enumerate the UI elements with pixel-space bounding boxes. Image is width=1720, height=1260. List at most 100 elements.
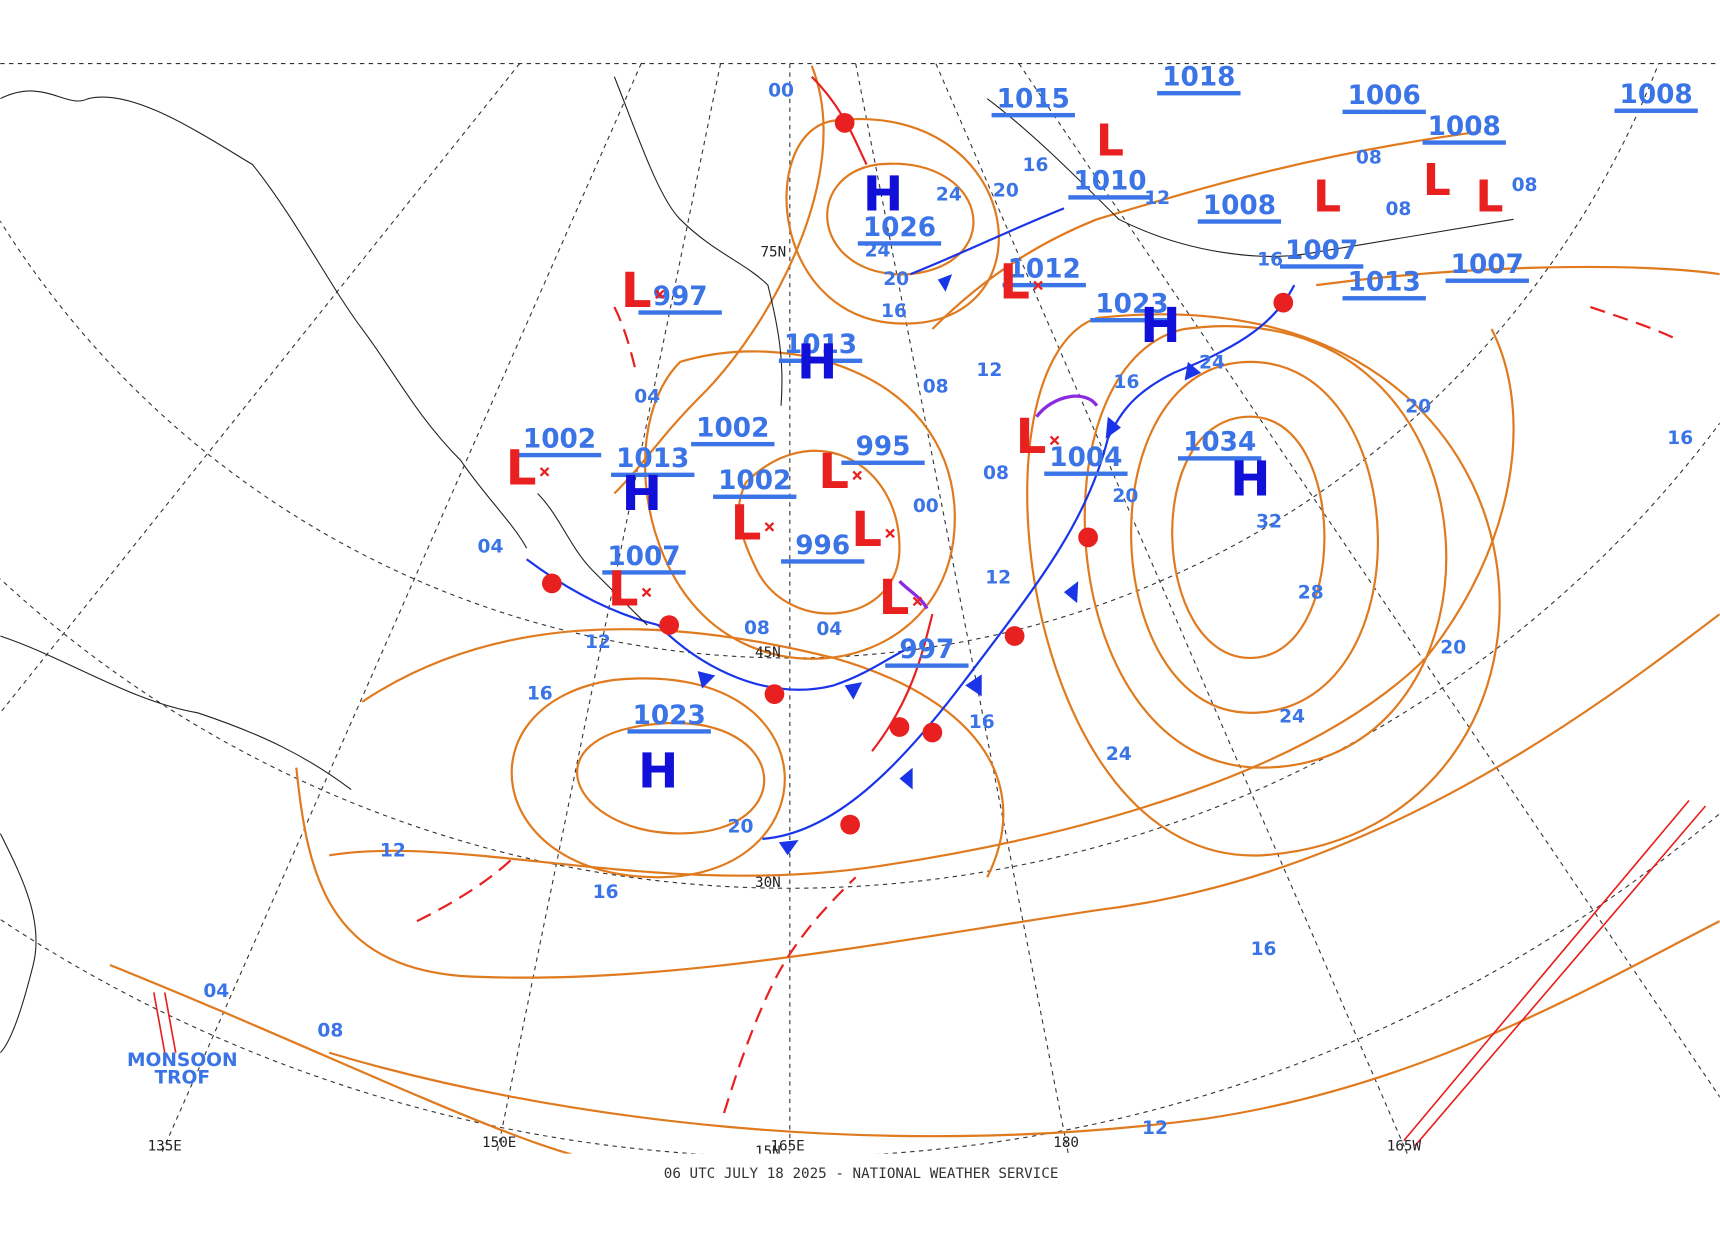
isobar-label: 08 bbox=[1512, 175, 1538, 196]
isobar-label: 24 bbox=[1279, 707, 1305, 728]
isobar-label: 04 bbox=[477, 537, 503, 558]
pressure-value: 1002 bbox=[696, 413, 769, 443]
isobar-label: 16 bbox=[969, 712, 995, 733]
pressure-value: 1023 bbox=[1095, 290, 1168, 320]
annotation: TROF bbox=[154, 1067, 210, 1088]
isobar-label: 04 bbox=[816, 619, 842, 640]
footer: 06 UTC JULY 18 2025 - NATIONAL WEATHER S… bbox=[664, 1166, 1059, 1182]
pressure-value: 1007 bbox=[1451, 250, 1524, 280]
isobars bbox=[109, 65, 1720, 1154]
grid-label: 180 bbox=[1053, 1135, 1079, 1151]
pressure-value: 1013 bbox=[616, 444, 689, 474]
value-underline bbox=[857, 241, 942, 246]
isobar-label: 12 bbox=[985, 567, 1011, 588]
value-underline bbox=[991, 112, 1075, 118]
value-underline bbox=[1178, 456, 1262, 461]
pressure-value: 1023 bbox=[633, 701, 706, 731]
high-center: H bbox=[1230, 452, 1270, 508]
isobar-label: 16 bbox=[1022, 155, 1048, 176]
low-center: L bbox=[1016, 409, 1047, 465]
isobar-label: 16 bbox=[1257, 249, 1283, 270]
isobar-label: 08 bbox=[317, 1020, 343, 1041]
pressure-value: 1006 bbox=[1348, 81, 1421, 111]
high-center: H bbox=[622, 466, 662, 522]
value-underline bbox=[1157, 91, 1241, 96]
grid-label: 15N bbox=[755, 1144, 781, 1160]
low-center: L bbox=[999, 254, 1030, 310]
meridian bbox=[0, 63, 521, 714]
isobar-label: 20 bbox=[993, 180, 1019, 201]
value-underline bbox=[1044, 471, 1128, 476]
value-underline bbox=[1422, 140, 1506, 145]
low-cross: × bbox=[641, 581, 653, 604]
isobar-label: 16 bbox=[1667, 428, 1693, 449]
isobar-label: 16 bbox=[1114, 372, 1140, 393]
isobar-label: 12 bbox=[1144, 188, 1170, 209]
pressure-value: 1002 bbox=[718, 466, 791, 496]
value-underline bbox=[602, 570, 686, 575]
isobar-label: 28 bbox=[1298, 583, 1324, 604]
pressure-value: 1007 bbox=[607, 542, 680, 572]
isobar-label: 16 bbox=[593, 882, 619, 903]
pressure-value: 997 bbox=[899, 635, 954, 665]
high-center: H bbox=[638, 743, 678, 799]
isobar-label: 08 bbox=[1356, 147, 1382, 168]
low-cross: × bbox=[912, 590, 924, 613]
pressure-value: 1013 bbox=[1348, 268, 1421, 298]
isobar-label: 16 bbox=[881, 301, 907, 322]
grid-label: 45N bbox=[755, 645, 781, 661]
low-cross: × bbox=[1049, 428, 1061, 451]
pressure-value: 1002 bbox=[523, 424, 596, 454]
isobar-label: 08 bbox=[923, 377, 949, 398]
low-cross: × bbox=[884, 522, 896, 545]
isobar-label: 16 bbox=[527, 684, 553, 705]
value-underline bbox=[778, 358, 863, 363]
pressure-value: 1018 bbox=[1162, 63, 1235, 93]
annotation: MONSOON bbox=[127, 1050, 238, 1071]
pressure-value: 1013 bbox=[784, 330, 857, 360]
isobar-label: 12 bbox=[380, 840, 406, 861]
isobar-label: 20 bbox=[1112, 486, 1138, 507]
low-center: L bbox=[851, 502, 882, 558]
isobar-label: 24 bbox=[865, 241, 891, 262]
isobar-label: 08 bbox=[983, 463, 1009, 484]
meridian bbox=[160, 63, 642, 1154]
isobar-label: 20 bbox=[1440, 638, 1466, 659]
value-underline bbox=[1445, 278, 1529, 283]
coastlines bbox=[0, 76, 1514, 1054]
isobar-label: 04 bbox=[634, 386, 660, 407]
troughs bbox=[416, 306, 1679, 1114]
pressure-value: 1008 bbox=[1428, 112, 1501, 142]
grid-label: 165E bbox=[770, 1138, 804, 1154]
low-cross: × bbox=[1032, 274, 1044, 297]
pressure-value: 1026 bbox=[863, 213, 936, 243]
value-underline bbox=[611, 472, 695, 478]
value-underline bbox=[1068, 195, 1152, 200]
isobar-label: 20 bbox=[1405, 396, 1431, 417]
low-center: L bbox=[1096, 116, 1124, 167]
isobar-label: 20 bbox=[883, 269, 909, 290]
pressure-value: 995 bbox=[856, 432, 911, 462]
value-underline bbox=[638, 310, 722, 315]
value-underline bbox=[1090, 318, 1174, 323]
isobar-label: 24 bbox=[1199, 352, 1225, 373]
low-center: L bbox=[621, 263, 652, 319]
value-underline bbox=[1614, 108, 1698, 113]
low-cross: × bbox=[654, 282, 666, 305]
pressure-value: 1008 bbox=[1620, 80, 1693, 110]
value-underline bbox=[1002, 282, 1086, 288]
value-underline bbox=[781, 559, 865, 564]
value-underline bbox=[1197, 219, 1282, 224]
isobar-label: 08 bbox=[1385, 199, 1411, 220]
pressure-value: 1008 bbox=[1203, 191, 1276, 221]
isobar-label: 00 bbox=[913, 496, 939, 517]
pressure-value: 1015 bbox=[997, 84, 1070, 114]
value-underline bbox=[1342, 109, 1426, 115]
low-center: L bbox=[1423, 155, 1451, 206]
grid-label: 30N bbox=[755, 875, 781, 891]
value-underline bbox=[517, 452, 602, 458]
